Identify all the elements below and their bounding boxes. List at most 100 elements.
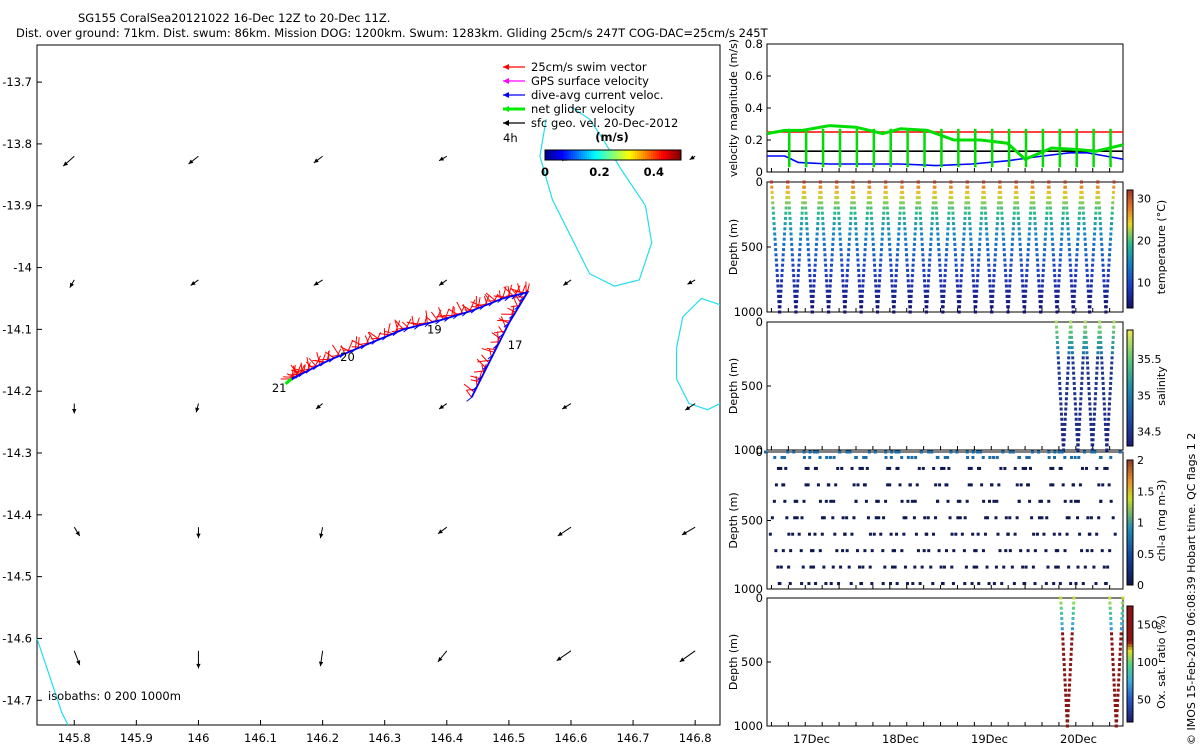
temperature-sample [873,274,877,278]
salinity-sample [1096,356,1100,360]
temperature-sample [832,216,836,220]
temperature-sample [960,263,964,267]
temperature-sample [790,253,794,257]
temperature-sample [853,216,857,220]
chl-a-sample [773,455,777,459]
temperature-sample [896,242,900,246]
chl-a-sample [977,466,981,470]
salinity-sample [1071,356,1075,360]
salinity-sample [1077,438,1081,442]
temperature-sample [1001,237,1005,241]
temperature-sample [951,206,955,210]
map-xtick-label: 146.5 [492,731,525,745]
current-vector [319,361,326,367]
temperature-sample [1089,289,1093,293]
temperature-sample [1099,237,1103,241]
chl-a-sample [774,483,778,487]
temperature-sample [864,227,868,231]
temperature-sample [1073,284,1077,288]
temperature-sample [972,284,976,288]
temperature-sample [875,294,879,298]
temperature-sample [1034,232,1038,236]
temperature-sample [1110,216,1114,220]
salinity-sample [1086,366,1090,370]
temperature-sample [971,268,975,272]
map-ytick-label: -13.7 [2,75,32,89]
temperature-ytick-label: 1000 [734,305,763,319]
salinity-sample [1092,428,1096,432]
temperature-sample [901,196,905,200]
temperature-sample [1086,284,1090,288]
temperature-sample [918,201,922,205]
temperature-sample [797,268,801,272]
temperature-sample [1074,268,1078,272]
temperature-sample [1106,279,1110,283]
map-colorbar-cell [607,150,610,160]
temperature-sample [1039,305,1043,309]
temperature-sample [836,206,840,210]
chl-a-sample [776,565,780,569]
salinity-sample [1063,422,1067,426]
swim-vector [460,305,465,315]
chl-a-sample [1083,565,1087,569]
temperature-sample [868,196,872,200]
chl-a-sample [1028,466,1032,470]
temperature-sample [799,222,803,226]
chl-a-sample [967,466,971,470]
temperature-sample [903,227,907,231]
temperature-sample [886,222,890,226]
temperature-sample [1083,242,1087,246]
chl-a-sample [850,532,854,536]
chl-a-sample [812,450,816,454]
current-vector [479,305,486,310]
temperature-sample [1084,248,1088,252]
temperature-sample [892,310,896,314]
chl-a-sample [1008,549,1012,553]
temperature-sample [987,263,991,267]
track-day-label: 19 [427,322,442,336]
chl-a-colorbar-cell [1127,485,1133,489]
chl-a-sample [1035,532,1039,536]
chl-a-sample [983,532,987,536]
salinity-sample [1076,448,1080,452]
temperature-sample [988,279,992,283]
temperature-sample [975,279,979,283]
temperature-sample [1096,190,1100,194]
temperature-sample [829,274,833,278]
salinity-sample [1081,361,1085,365]
temperature-sample [1018,248,1022,252]
temperature-sample [976,274,980,278]
temperature-sample [1009,263,1013,267]
temperature-sample [1108,253,1112,257]
chl-a-sample [1008,450,1012,454]
temperature-sample [890,274,894,278]
map-ytick-label: -14.4 [2,508,32,522]
temperature-sample [794,310,798,314]
chl-a-sample [1040,516,1044,520]
chl-a-sample [837,582,841,586]
temperature-sample [1097,201,1101,205]
temperature-sample [939,289,943,293]
temperature-sample [1037,279,1041,283]
temperature-sample [895,253,899,257]
chl-a-sample [976,532,980,536]
temperature-sample [1102,279,1106,283]
chl-a-sample [895,466,899,470]
chl-a-sample [897,450,901,454]
oxygen-sample [1066,709,1070,713]
temperature-sample [1057,284,1061,288]
temperature-sample [1037,289,1041,293]
temperature-sample [808,279,812,283]
chl-a-sample [1053,450,1057,454]
geo-velocity-arrowhead [75,531,80,536]
chl-a-sample [808,532,812,536]
oxygen-sample [1118,657,1122,661]
temperature-sample [952,232,956,236]
temperature-sample [813,263,817,267]
chl-a-sample [1073,455,1077,459]
temperature-sample [1004,279,1008,283]
temperature-sample [843,310,847,314]
salinity-colorbar-cell [1127,443,1133,447]
swim-vector [314,355,321,368]
map-colorbar-cell [555,150,558,160]
